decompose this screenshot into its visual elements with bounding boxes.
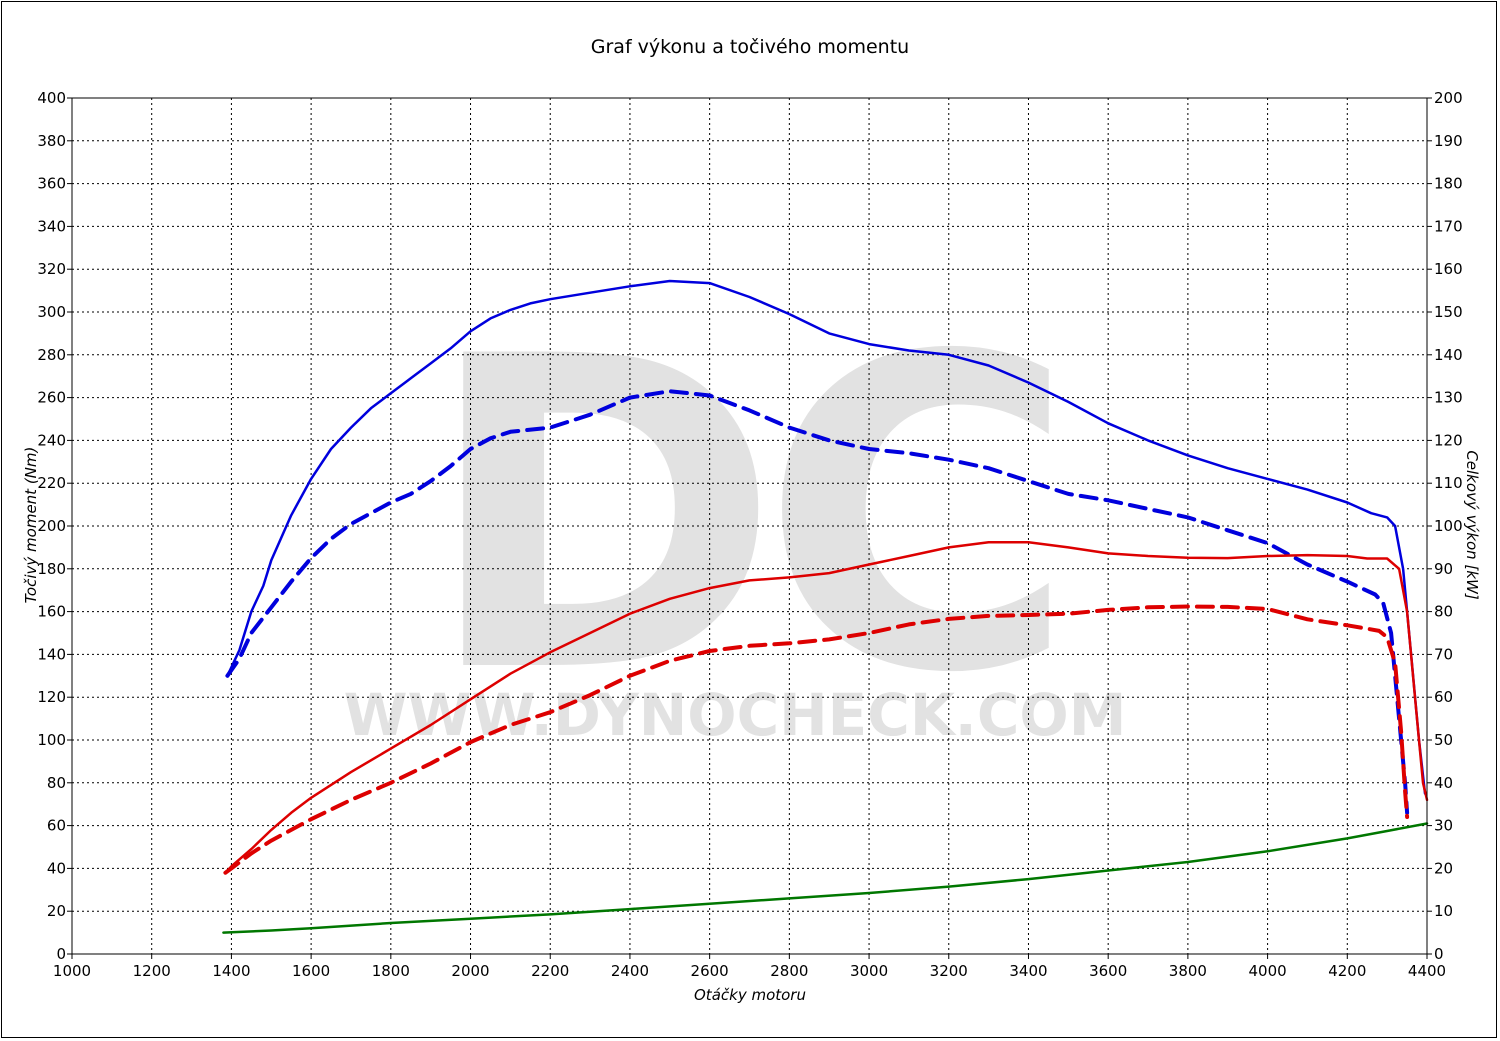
y-left-tick-label: 220: [37, 474, 66, 492]
y-right-tick-label: 190: [1434, 132, 1463, 150]
y-left-tick-label: 320: [37, 260, 66, 278]
x-tick-label: 1200: [133, 962, 171, 980]
y-right-tick-label: 100: [1434, 517, 1463, 535]
x-axis-label: Otáčky motoru: [694, 986, 806, 1004]
y-left-tick-label: 140: [37, 645, 66, 663]
x-tick-label: 1800: [372, 962, 410, 980]
y-right-tick-label: 10: [1434, 902, 1453, 920]
y-left-tick-label: 380: [37, 132, 66, 150]
y-right-tick-label: 70: [1434, 645, 1453, 663]
y-left-tick-label: 360: [37, 175, 66, 193]
x-tick-label: 2400: [611, 962, 649, 980]
x-tick-label: 2200: [531, 962, 569, 980]
chart-title: Graf výkonu a točivého momentu: [591, 36, 909, 58]
x-tick-label: 3400: [1009, 962, 1047, 980]
x-tick-label: 3800: [1169, 962, 1207, 980]
y-left-tick-label: 80: [47, 774, 66, 792]
y-right-tick-label: 30: [1434, 817, 1453, 835]
watermark-text: WWW.DYNOCHECK.COM: [344, 681, 1127, 749]
y-left-tick-label: 180: [37, 560, 66, 578]
x-tick-label: 4400: [1408, 962, 1446, 980]
y-left-tick-label: 260: [37, 389, 66, 407]
y-left-tick-label: 300: [37, 303, 66, 321]
x-tick-label: 3600: [1089, 962, 1127, 980]
y-right-tick-label: 160: [1434, 260, 1463, 278]
y-axis-right-label: Celkový výkon [kW]: [1463, 450, 1481, 600]
y-left-tick-label: 0: [56, 945, 66, 963]
grid: [72, 98, 1427, 954]
series-line-1: [226, 279, 1427, 795]
y-right-tick-label: 60: [1434, 688, 1453, 706]
y-left-tick-label: 340: [37, 217, 66, 235]
y-right-tick-label: 110: [1434, 474, 1463, 492]
y-left-tick-label: 100: [37, 731, 66, 749]
x-tick-label: 4200: [1328, 962, 1366, 980]
x-tick-label: 4000: [1248, 962, 1286, 980]
y-right-tick-label: 80: [1434, 603, 1453, 621]
y-right-tick-label: 170: [1434, 217, 1463, 235]
y-right-tick-label: 130: [1434, 389, 1463, 407]
x-tick-label: 2000: [451, 962, 489, 980]
x-tick-label: 2800: [770, 962, 808, 980]
y-left-tick-label: 400: [37, 89, 66, 107]
y-right-tick-label: 120: [1434, 431, 1463, 449]
y-left-tick-label: 280: [37, 346, 66, 364]
y-axis-left-label: Točivý moment (Nm): [22, 447, 40, 604]
y-right-tick-label: 90: [1434, 560, 1453, 578]
x-tick-label: 2600: [691, 962, 729, 980]
x-tick-label: 1600: [292, 962, 330, 980]
y-left-tick-label: 240: [37, 431, 66, 449]
y-right-tick-label: 180: [1434, 175, 1463, 193]
series-group: [222, 279, 1429, 934]
y-right-tick-label: 140: [1434, 346, 1463, 364]
y-right-tick-label: 20: [1434, 859, 1453, 877]
x-tick-label: 1400: [212, 962, 250, 980]
y-left-tick-label: 40: [47, 859, 66, 877]
y-left-tick-label: 60: [47, 817, 66, 835]
watermark-logo: DC: [424, 267, 1057, 767]
y-right-tick-label: 0: [1434, 945, 1444, 963]
y-right-tick-label: 50: [1434, 731, 1453, 749]
y-right-tick-label: 40: [1434, 774, 1453, 792]
x-tick-label: 3200: [930, 962, 968, 980]
y-left-tick-label: 20: [47, 902, 66, 920]
series-line-4: [223, 604, 1410, 875]
y-left-tick-label: 120: [37, 688, 66, 706]
series-line-2: [225, 389, 1410, 815]
x-tick-label: 3000: [850, 962, 888, 980]
axes: 1000 1200 1400 1600 1800 2000 2200 2400 2600 2800…: [37, 89, 1462, 980]
y-left-tick-label: 200: [37, 517, 66, 535]
y-right-tick-label: 150: [1434, 303, 1463, 321]
y-left-tick-label: 160: [37, 603, 66, 621]
y-right-tick-label: 200: [1434, 89, 1463, 107]
x-tick-label: 1000: [53, 962, 91, 980]
series-line-3: [224, 541, 1429, 874]
series-line-5: [222, 822, 1429, 934]
